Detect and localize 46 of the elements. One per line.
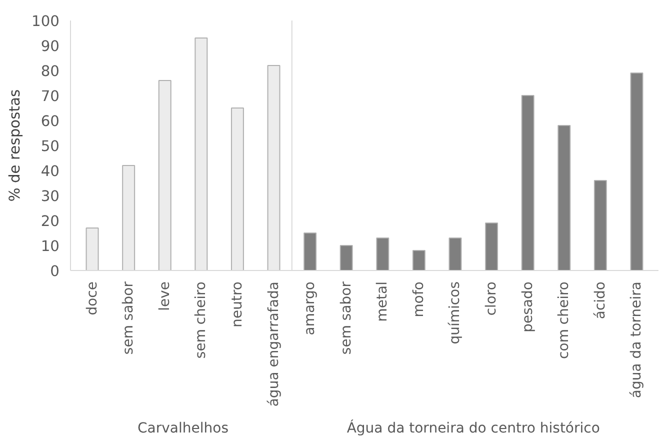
x-tick-label: pesado xyxy=(520,281,536,332)
x-tick-label: amargo xyxy=(302,281,318,336)
bar xyxy=(230,108,244,270)
bar xyxy=(630,72,644,270)
y-tick-label: 40 xyxy=(40,163,60,180)
x-tick-label: mofo xyxy=(410,281,427,318)
bar xyxy=(340,245,353,270)
y-tick-label: 100 xyxy=(32,13,60,30)
x-tick-label: ácido xyxy=(592,281,608,320)
x-tick-label: doce xyxy=(84,281,100,316)
y-tick-label: 90 xyxy=(40,38,60,55)
y-tick-label: 20 xyxy=(40,213,60,230)
x-tick-label: com cheiro xyxy=(556,282,572,359)
bar xyxy=(558,125,571,270)
text: Água da torneira do centro histórico xyxy=(346,420,600,436)
bar xyxy=(448,238,462,270)
x-tick-label: sem sabor xyxy=(120,281,137,355)
x-tick-label: cloro xyxy=(484,281,500,316)
y-tick-label: 60 xyxy=(40,113,60,130)
y-axis-title: % de respostas xyxy=(6,89,24,202)
bar xyxy=(267,65,280,270)
x-tick-label: metal xyxy=(374,281,391,322)
bar xyxy=(521,95,534,270)
bar xyxy=(485,222,498,270)
x-tick-label: leve xyxy=(156,281,173,311)
y-tick-label: 0 xyxy=(50,263,60,280)
bar xyxy=(122,165,136,270)
bar xyxy=(304,232,317,270)
x-tick-label: sem sabor xyxy=(338,281,354,355)
x-tick-label: neutro xyxy=(229,281,246,328)
bar xyxy=(158,80,172,270)
text: Carvalhelhos xyxy=(138,420,229,436)
y-tick-label: 80 xyxy=(40,63,60,80)
bar xyxy=(594,180,607,270)
y-tick-label: 30 xyxy=(40,188,60,205)
x-tick-label: químicos xyxy=(447,282,464,344)
y-tick-label: 50 xyxy=(40,138,60,155)
bar xyxy=(412,250,426,270)
bar xyxy=(194,38,208,270)
x-tick-label: sem cheiro xyxy=(193,281,210,359)
x-tick-label: água engarrafada xyxy=(266,282,282,407)
y-tick-label: 70 xyxy=(40,88,60,105)
y-tick-label: 10 xyxy=(40,238,60,255)
bar xyxy=(376,238,390,270)
bar xyxy=(86,228,99,270)
x-tick-label: água da torneira xyxy=(628,281,645,398)
